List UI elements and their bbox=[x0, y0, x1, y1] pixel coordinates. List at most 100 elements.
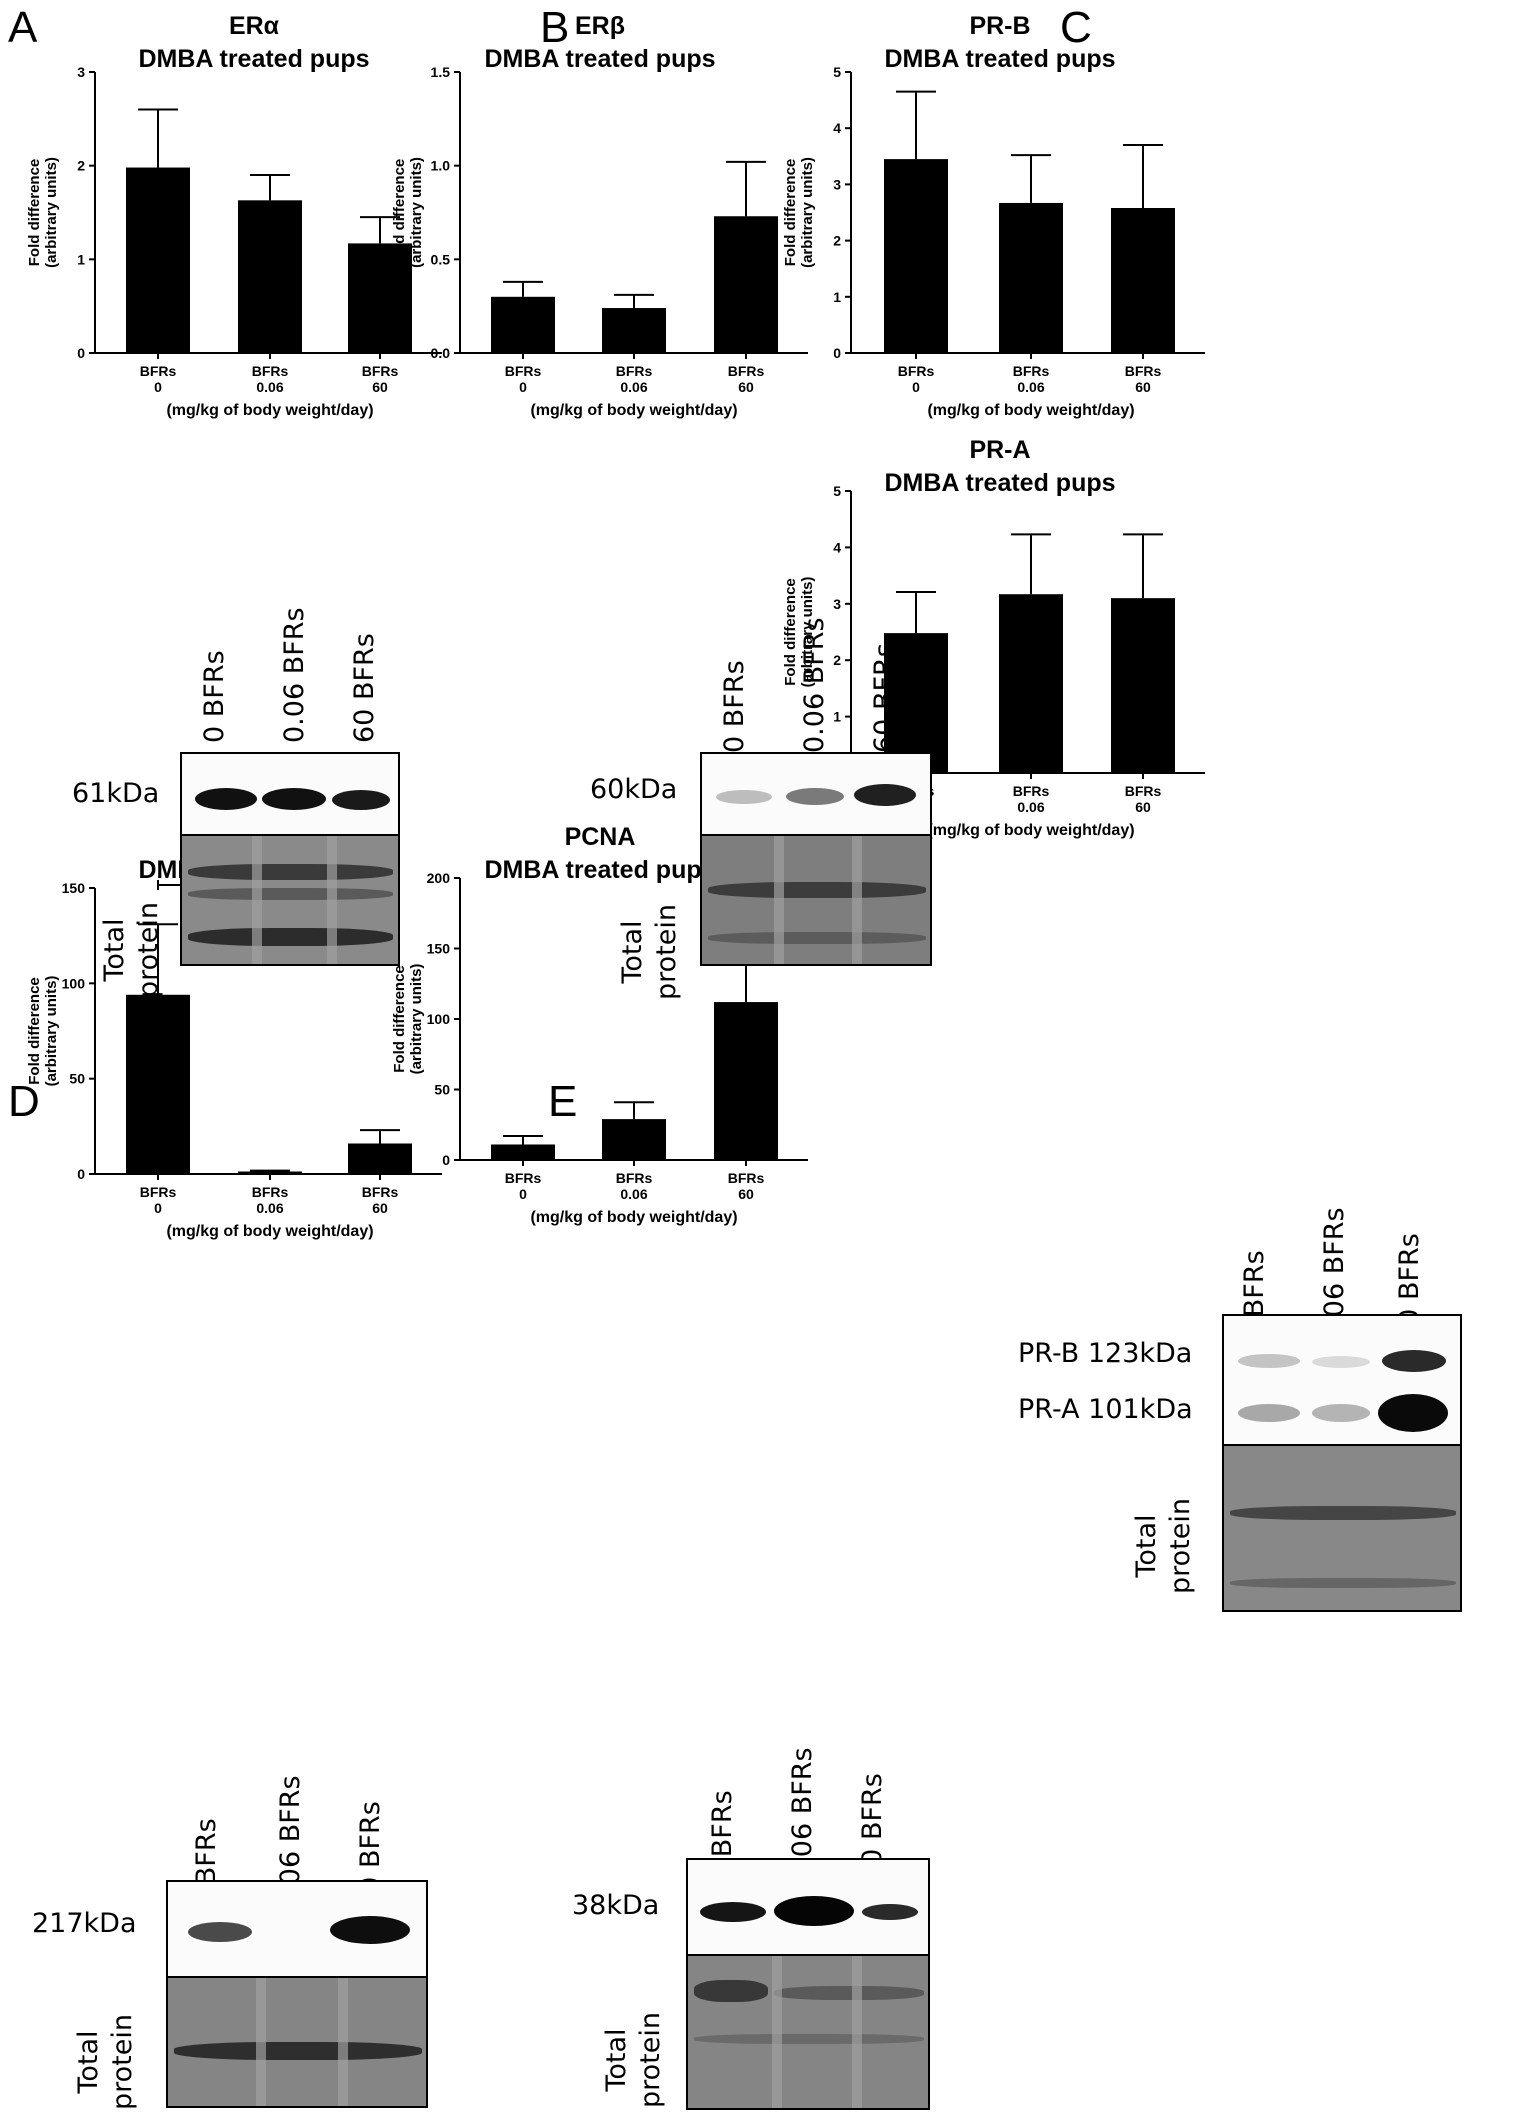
x-tick-label-top: BFRs bbox=[728, 363, 765, 379]
x-tick-label-bottom: 60 bbox=[1135, 799, 1151, 815]
chart-title: PR-B bbox=[969, 12, 1030, 40]
y-axis-label: Fold difference bbox=[391, 159, 408, 267]
bar-2 bbox=[714, 216, 778, 353]
y-tick-label: 100 bbox=[62, 975, 86, 991]
x-tick-label-bottom: 60 bbox=[738, 1186, 754, 1202]
x-tick-label-top: BFRs bbox=[140, 363, 177, 379]
prb-chart: PR-B DMBA treated pups 0 1 2 3 4 5 Fold differen… bbox=[782, 12, 1205, 419]
y-axis-label: Fold difference bbox=[782, 578, 799, 686]
x-tick-label-bottom: 0.06 bbox=[256, 379, 283, 395]
x-axis-label: (mg/kg of body weight/day) bbox=[927, 822, 1134, 839]
y-tick-label: 50 bbox=[434, 1082, 450, 1098]
x-tick-label-top: BFRs bbox=[616, 1170, 653, 1186]
x-tick-label-bottom: 60 bbox=[372, 1200, 388, 1216]
lane-label-0.06: 0.06 BFRs bbox=[799, 617, 830, 753]
total-line2: protein bbox=[133, 902, 164, 998]
lane-separator bbox=[252, 836, 262, 964]
tp-band bbox=[708, 882, 926, 898]
x-axis-label: (mg/kg of body weight/day) bbox=[530, 1209, 737, 1226]
erb-kda-label: 60kDa bbox=[590, 774, 678, 805]
pr-b-band-006 bbox=[1312, 1356, 1370, 1368]
y-tick-label: 1 bbox=[833, 709, 841, 725]
y-tick-label: 5 bbox=[833, 64, 841, 80]
y-axis-label-units: (arbitrary units) bbox=[43, 157, 60, 268]
x-tick-label-bottom: 60 bbox=[1135, 379, 1151, 395]
x-tick-label-bottom: 60 bbox=[738, 379, 754, 395]
bar-2 bbox=[714, 1002, 778, 1160]
total-line2: protein bbox=[635, 2012, 666, 2108]
y-tick-label: 0.0 bbox=[431, 345, 451, 361]
her2-total-protein-label: Total protein bbox=[72, 2014, 140, 2110]
bar-0 bbox=[491, 296, 555, 353]
total-line1: Total bbox=[73, 2030, 104, 2094]
x-tick-label-top: BFRs bbox=[898, 363, 935, 379]
bar-2 bbox=[348, 243, 412, 353]
x-tick-label-bottom: 0.06 bbox=[620, 379, 647, 395]
y-axis-label-units: (arbitrary units) bbox=[408, 964, 425, 1075]
chart-subtitle: DMBA treated pups bbox=[484, 45, 715, 73]
tp-band bbox=[774, 1986, 924, 2000]
pcna-band-60 bbox=[862, 1904, 918, 1920]
x-tick-label-top: BFRs bbox=[362, 1184, 399, 1200]
y-tick-label: 3 bbox=[833, 176, 841, 192]
pcna-band-0 bbox=[700, 1902, 766, 1922]
her2-kda-label: 217kDa bbox=[32, 1908, 137, 1939]
x-tick-label-bottom: 0 bbox=[519, 1186, 527, 1202]
pr-b-band-60 bbox=[1382, 1350, 1446, 1372]
era-total-protein-strip bbox=[180, 834, 400, 966]
tp-band bbox=[694, 1980, 768, 2002]
y-tick-label: 0 bbox=[442, 1152, 450, 1168]
panel-letter-a: A bbox=[8, 3, 38, 52]
chart-subtitle: DMBA treated pups bbox=[484, 856, 715, 884]
y-tick-label: 150 bbox=[62, 880, 86, 896]
bar-2 bbox=[1111, 208, 1175, 353]
y-tick-label: 100 bbox=[427, 1011, 451, 1027]
chart-subtitle: DMBA treated pups bbox=[138, 45, 369, 73]
lane-label-0.06: 0.06 BFRs bbox=[279, 607, 310, 743]
y-tick-label: 2 bbox=[77, 158, 85, 174]
y-tick-label: 150 bbox=[427, 941, 451, 957]
tp-band bbox=[174, 2042, 422, 2060]
era-kda-label: 61kDa bbox=[72, 778, 160, 809]
lane-separator bbox=[852, 836, 862, 964]
x-tick-label-bottom: 0 bbox=[154, 1200, 162, 1216]
y-tick-label: 1 bbox=[77, 251, 85, 267]
y-axis-label: Fold difference bbox=[782, 159, 799, 267]
bar-0 bbox=[126, 167, 190, 353]
y-tick-label: 0.5 bbox=[431, 251, 451, 267]
lane-separator bbox=[852, 1956, 862, 2108]
y-tick-label: 200 bbox=[427, 870, 451, 886]
x-tick-label-top: BFRs bbox=[1125, 783, 1162, 799]
x-tick-label-top: BFRs bbox=[728, 1170, 765, 1186]
chart-title: ERα bbox=[229, 12, 280, 40]
bar-1 bbox=[238, 1171, 302, 1174]
pr-total-protein-label: Total protein bbox=[1130, 1498, 1198, 1594]
era-band-strip bbox=[180, 752, 400, 836]
pcna-total-protein-strip bbox=[686, 1954, 930, 2110]
pcna-total-protein-label: Total protein bbox=[600, 2012, 668, 2108]
tp-band bbox=[708, 932, 926, 944]
lane-label-0: 0 BFRs bbox=[719, 660, 750, 753]
pr-total-protein-strip bbox=[1222, 1444, 1462, 1612]
bar-1 bbox=[602, 308, 666, 353]
lane-separator bbox=[774, 836, 784, 964]
x-axis-label: (mg/kg of body weight/day) bbox=[166, 402, 373, 419]
y-tick-label: 4 bbox=[833, 120, 841, 136]
y-tick-label: 3 bbox=[833, 596, 841, 612]
tp-band bbox=[1230, 1506, 1456, 1520]
era-total-protein-label: Total protein bbox=[98, 902, 166, 998]
x-tick-label-top: BFRs bbox=[1013, 783, 1050, 799]
total-line2: protein bbox=[1165, 1498, 1196, 1594]
y-axis-label: Fold difference bbox=[26, 159, 43, 267]
bar-0 bbox=[491, 1144, 555, 1160]
x-tick-label-top: BFRs bbox=[252, 1184, 289, 1200]
chart-title: PR-A bbox=[969, 436, 1030, 464]
y-axis-label-units: (arbitrary units) bbox=[408, 157, 425, 268]
erb-band-006 bbox=[786, 788, 844, 805]
her2-band-0 bbox=[188, 1922, 252, 1942]
y-axis-label-units: (arbitrary units) bbox=[799, 157, 816, 268]
era-band-60 bbox=[332, 790, 390, 810]
y-tick-label: 2 bbox=[833, 233, 841, 249]
